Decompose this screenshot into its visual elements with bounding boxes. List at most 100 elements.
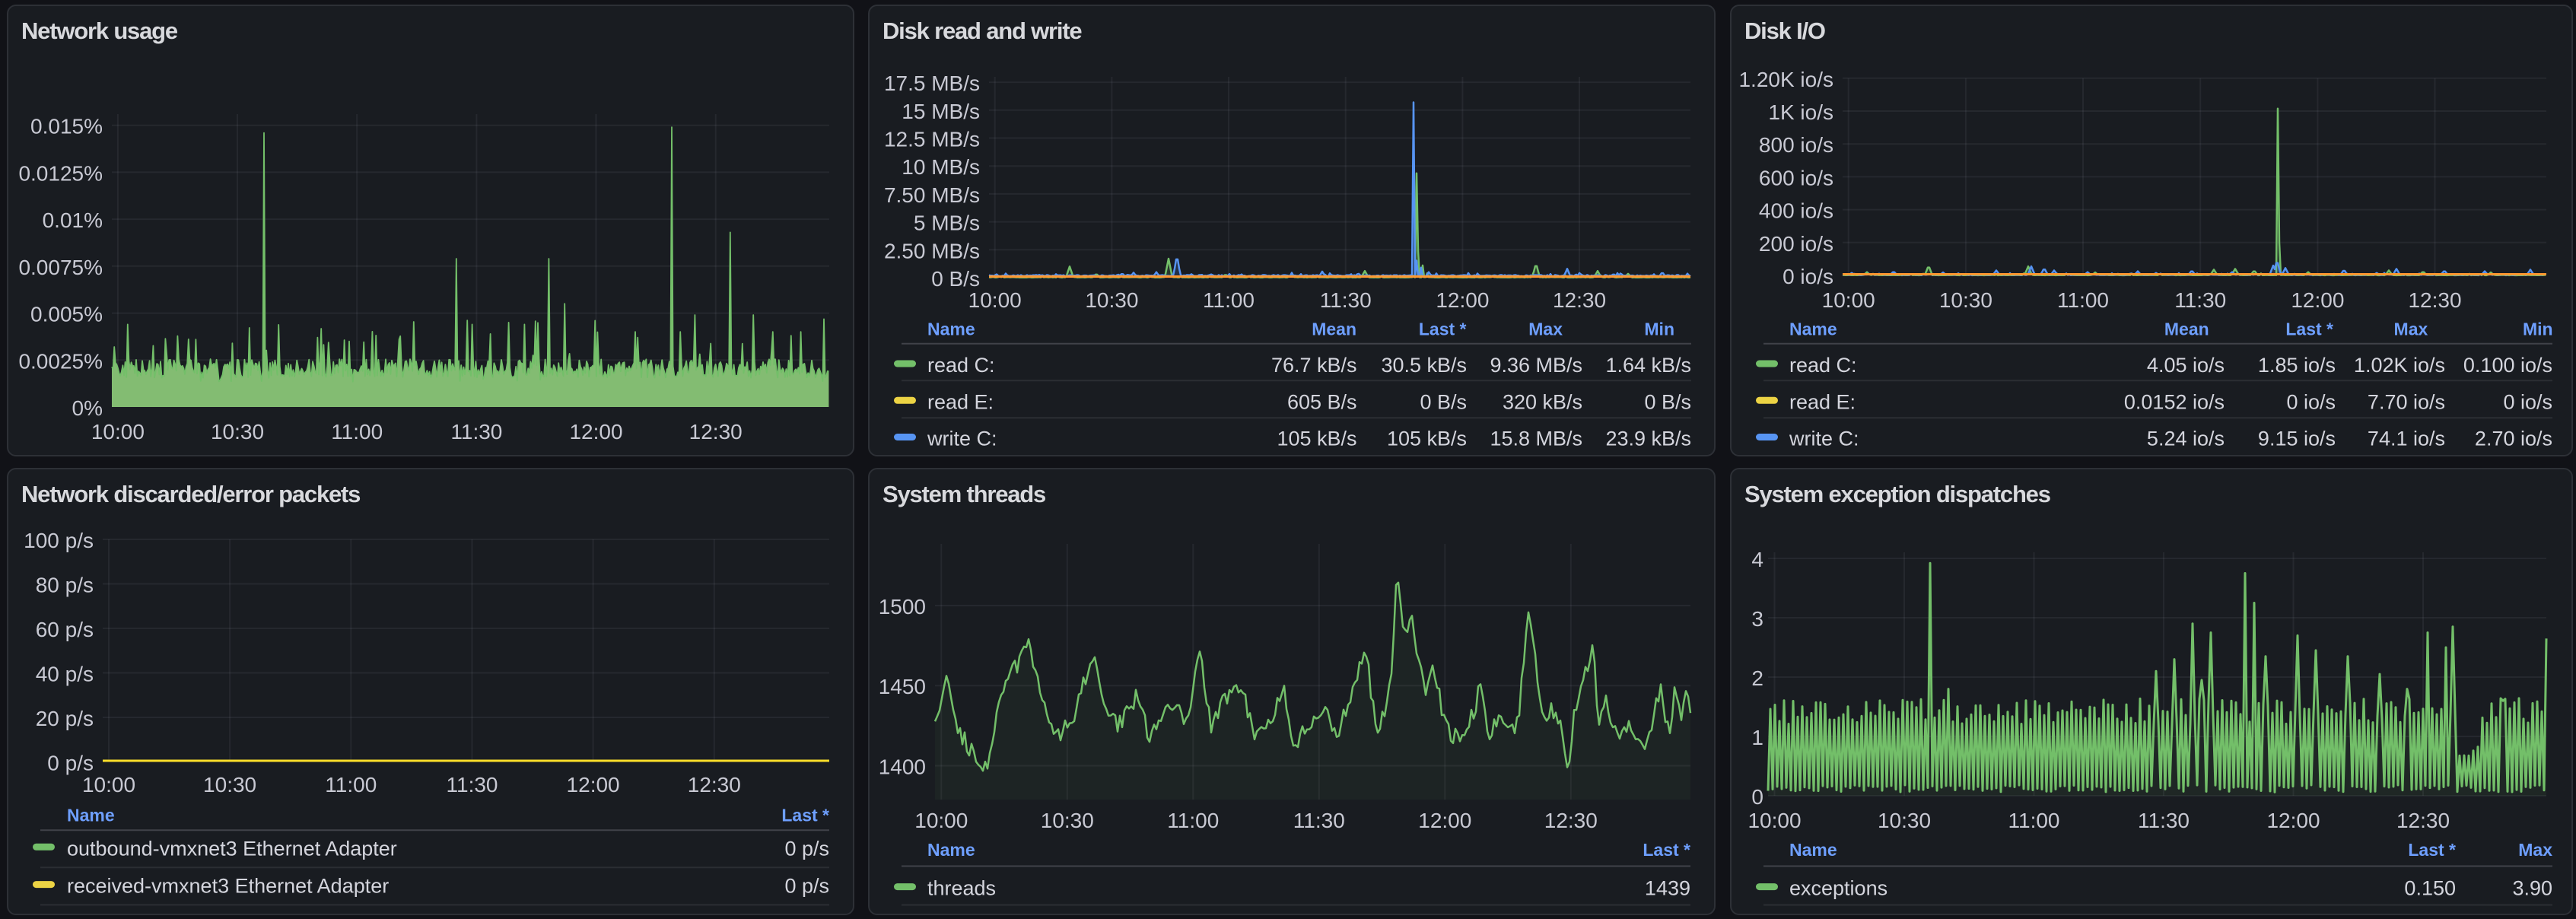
svg-text:10:00: 10:00 xyxy=(82,773,135,797)
svg-text:15.8 MB/s: 15.8 MB/s xyxy=(1490,428,1582,450)
svg-text:9.36 MB/s: 9.36 MB/s xyxy=(1490,354,1582,377)
svg-text:40 p/s: 40 p/s xyxy=(36,663,94,686)
svg-text:Name: Name xyxy=(927,840,975,860)
svg-text:Mean: Mean xyxy=(2164,320,2209,339)
svg-text:5.24 io/s: 5.24 io/s xyxy=(2147,428,2225,450)
svg-text:12:00: 12:00 xyxy=(2291,288,2344,312)
svg-text:Last *: Last * xyxy=(2285,320,2333,339)
svg-text:Max: Max xyxy=(1528,320,1563,339)
svg-text:0 B/s: 0 B/s xyxy=(1644,390,1691,413)
svg-text:2.70 io/s: 2.70 io/s xyxy=(2475,428,2552,450)
svg-text:10:00: 10:00 xyxy=(1748,809,1801,832)
svg-text:Last *: Last * xyxy=(1643,840,1690,860)
svg-text:Name: Name xyxy=(1789,840,1837,860)
svg-text:received-vmxnet3 Ethernet Adap: received-vmxnet3 Ethernet Adapter xyxy=(67,875,389,898)
svg-text:4.05 io/s: 4.05 io/s xyxy=(2147,354,2225,377)
svg-text:60 p/s: 60 p/s xyxy=(36,618,94,641)
svg-text:9.15 io/s: 9.15 io/s xyxy=(2258,428,2336,450)
svg-text:12:30: 12:30 xyxy=(1553,288,1606,312)
svg-text:threads: threads xyxy=(927,877,996,900)
svg-text:Last *: Last * xyxy=(2408,840,2456,860)
svg-text:30.5 kB/s: 30.5 kB/s xyxy=(1381,354,1467,377)
svg-text:1K io/s: 1K io/s xyxy=(1768,100,1833,124)
svg-text:605 B/s: 605 B/s xyxy=(1287,390,1357,413)
svg-text:0: 0 xyxy=(1751,785,1763,809)
svg-text:23.9 kB/s: 23.9 kB/s xyxy=(1605,428,1691,450)
svg-text:11:00: 11:00 xyxy=(331,420,383,444)
svg-text:0 B/s: 0 B/s xyxy=(931,267,980,291)
svg-text:1439: 1439 xyxy=(1645,877,1690,900)
svg-text:0 io/s: 0 io/s xyxy=(1783,265,1833,288)
svg-text:11:00: 11:00 xyxy=(1203,288,1255,312)
svg-text:1.64 kB/s: 1.64 kB/s xyxy=(1605,354,1691,377)
svg-text:10 MB/s: 10 MB/s xyxy=(902,155,980,179)
svg-text:0 p/s: 0 p/s xyxy=(784,875,829,898)
svg-text:12:30: 12:30 xyxy=(688,773,741,797)
svg-text:10:30: 10:30 xyxy=(1041,809,1094,832)
svg-text:1.20K io/s: 1.20K io/s xyxy=(1738,68,1833,91)
svg-text:1: 1 xyxy=(1751,726,1763,749)
svg-text:11:00: 11:00 xyxy=(325,773,377,797)
svg-text:Max: Max xyxy=(2394,320,2428,339)
svg-text:0 io/s: 0 io/s xyxy=(2286,390,2336,413)
svg-text:200 io/s: 200 io/s xyxy=(1759,232,1833,256)
svg-text:0 p/s: 0 p/s xyxy=(47,752,94,775)
svg-text:0.005%: 0.005% xyxy=(30,303,103,326)
svg-text:Name: Name xyxy=(67,806,115,825)
svg-text:10:00: 10:00 xyxy=(91,420,145,444)
svg-text:3: 3 xyxy=(1751,607,1763,631)
svg-text:11:30: 11:30 xyxy=(2174,288,2226,312)
svg-text:outbound-vmxnet3 Ethernet Adap: outbound-vmxnet3 Ethernet Adapter xyxy=(67,837,397,860)
svg-text:12:00: 12:00 xyxy=(1418,809,1471,832)
svg-text:12:00: 12:00 xyxy=(1436,288,1489,312)
svg-text:600 io/s: 600 io/s xyxy=(1759,166,1833,189)
svg-text:0.100 io/s: 0.100 io/s xyxy=(2463,354,2552,377)
svg-text:17.5 MB/s: 17.5 MB/s xyxy=(884,72,980,95)
svg-text:0.0152 io/s: 0.0152 io/s xyxy=(2124,390,2225,413)
svg-text:400 io/s: 400 io/s xyxy=(1759,199,1833,223)
svg-text:7.50 MB/s: 7.50 MB/s xyxy=(884,183,980,207)
svg-text:105 kB/s: 105 kB/s xyxy=(1387,428,1467,450)
svg-text:76.7 kB/s: 76.7 kB/s xyxy=(1271,354,1357,377)
svg-text:11:30: 11:30 xyxy=(447,773,498,797)
svg-text:20 p/s: 20 p/s xyxy=(36,707,94,730)
svg-text:800 io/s: 800 io/s xyxy=(1759,133,1833,157)
svg-text:10:30: 10:30 xyxy=(203,773,256,797)
svg-text:12:30: 12:30 xyxy=(1544,809,1598,832)
svg-text:80 p/s: 80 p/s xyxy=(36,574,94,597)
svg-text:11:30: 11:30 xyxy=(2138,809,2190,832)
svg-text:write C:: write C: xyxy=(1789,428,1859,450)
svg-text:10:30: 10:30 xyxy=(1085,288,1138,312)
svg-text:12:00: 12:00 xyxy=(569,420,622,444)
svg-text:Max: Max xyxy=(2518,840,2552,860)
svg-text:read C:: read C: xyxy=(927,354,995,377)
svg-text:0 p/s: 0 p/s xyxy=(784,837,829,860)
svg-text:7.70 io/s: 7.70 io/s xyxy=(2368,390,2445,413)
svg-text:3.90: 3.90 xyxy=(2512,877,2552,900)
svg-text:1.02K io/s: 1.02K io/s xyxy=(2354,354,2445,377)
svg-text:read E:: read E: xyxy=(1789,390,1856,413)
svg-text:read C:: read C: xyxy=(1789,354,1857,377)
svg-text:12.5 MB/s: 12.5 MB/s xyxy=(884,128,980,151)
svg-text:11:30: 11:30 xyxy=(1293,809,1345,832)
svg-text:10:00: 10:00 xyxy=(968,288,1022,312)
svg-text:11:00: 11:00 xyxy=(2008,809,2060,832)
svg-text:100 p/s: 100 p/s xyxy=(24,529,94,552)
svg-text:0 B/s: 0 B/s xyxy=(1420,390,1467,413)
svg-text:10:30: 10:30 xyxy=(211,420,264,444)
svg-text:4: 4 xyxy=(1751,548,1763,571)
svg-text:11:00: 11:00 xyxy=(1167,809,1219,832)
svg-text:1400: 1400 xyxy=(879,755,926,779)
svg-text:74.1 io/s: 74.1 io/s xyxy=(2368,428,2445,450)
svg-text:1450: 1450 xyxy=(879,675,926,698)
svg-text:12:30: 12:30 xyxy=(2408,288,2461,312)
svg-text:0.0025%: 0.0025% xyxy=(18,349,103,373)
svg-text:Last *: Last * xyxy=(781,806,829,825)
svg-text:0 io/s: 0 io/s xyxy=(2503,390,2552,413)
svg-text:0.150: 0.150 xyxy=(2404,877,2456,900)
svg-text:exceptions: exceptions xyxy=(1789,877,1887,900)
svg-text:0.01%: 0.01% xyxy=(43,208,103,232)
svg-text:read E:: read E: xyxy=(927,390,994,413)
svg-text:12:00: 12:00 xyxy=(567,773,620,797)
svg-text:1500: 1500 xyxy=(879,595,926,618)
